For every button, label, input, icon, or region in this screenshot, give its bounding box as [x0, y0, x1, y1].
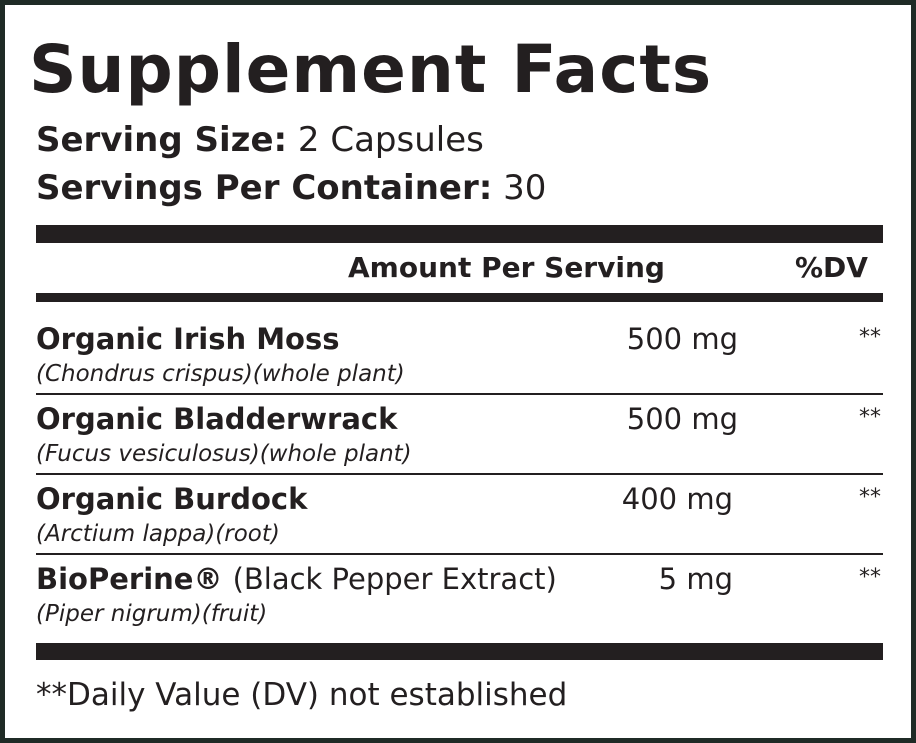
- title: Supplement Facts: [29, 31, 713, 108]
- ingredient-dv: **: [859, 405, 881, 430]
- ingredient-amount: 500 mg: [626, 402, 738, 436]
- ingredient-name-extra: (Black Pepper Extract): [232, 562, 557, 596]
- dv-header: %DV: [795, 251, 868, 284]
- ingredient-detail: (Fucus vesiculosus)(whole plant): [36, 441, 412, 467]
- ingredient-name: Organic Irish Moss: [36, 325, 340, 354]
- ingredient-name-text: Organic Irish Moss: [36, 322, 340, 356]
- thick-rule: [36, 643, 883, 660]
- row-divider: [36, 393, 883, 395]
- ingredient-name-text: BioPerine®: [36, 562, 223, 596]
- footnote: **Daily Value (DV) not established: [36, 677, 568, 713]
- ingredient-name: Organic Burdock: [36, 485, 307, 514]
- amount-header: Amount Per Serving: [348, 251, 665, 284]
- serving-size-label: Serving Size:: [36, 120, 288, 160]
- servings-value: 30: [503, 168, 547, 208]
- ingredient-detail: (Arctium lappa)(root): [36, 521, 280, 547]
- servings-per-container: Servings Per Container: 30: [36, 171, 546, 205]
- ingredient-name: Organic Bladderwrack: [36, 405, 397, 434]
- row-divider: [36, 473, 883, 475]
- row-divider: [36, 553, 883, 555]
- ingredient-amount: 5 mg: [658, 562, 733, 596]
- servings-label: Servings Per Container:: [36, 168, 493, 208]
- serving-size: Serving Size: 2 Capsules: [36, 123, 484, 157]
- medium-rule: [36, 293, 883, 302]
- ingredient-name-text: Organic Burdock: [36, 482, 308, 516]
- ingredient-dv: **: [859, 485, 881, 510]
- ingredient-name-text: Organic Bladderwrack: [36, 402, 398, 436]
- thick-rule: [36, 225, 883, 243]
- ingredient-dv: **: [859, 565, 881, 590]
- serving-size-value: 2 Capsules: [297, 120, 484, 160]
- ingredient-dv: **: [859, 325, 881, 350]
- ingredient-amount: 500 mg: [626, 322, 738, 356]
- ingredient-detail: (Chondrus crispus)(whole plant): [36, 361, 405, 387]
- ingredient-name: BioPerine® (Black Pepper Extract): [36, 565, 557, 594]
- ingredient-detail: (Piper nigrum)(fruit): [36, 601, 268, 627]
- ingredient-amount: 400 mg: [621, 482, 733, 516]
